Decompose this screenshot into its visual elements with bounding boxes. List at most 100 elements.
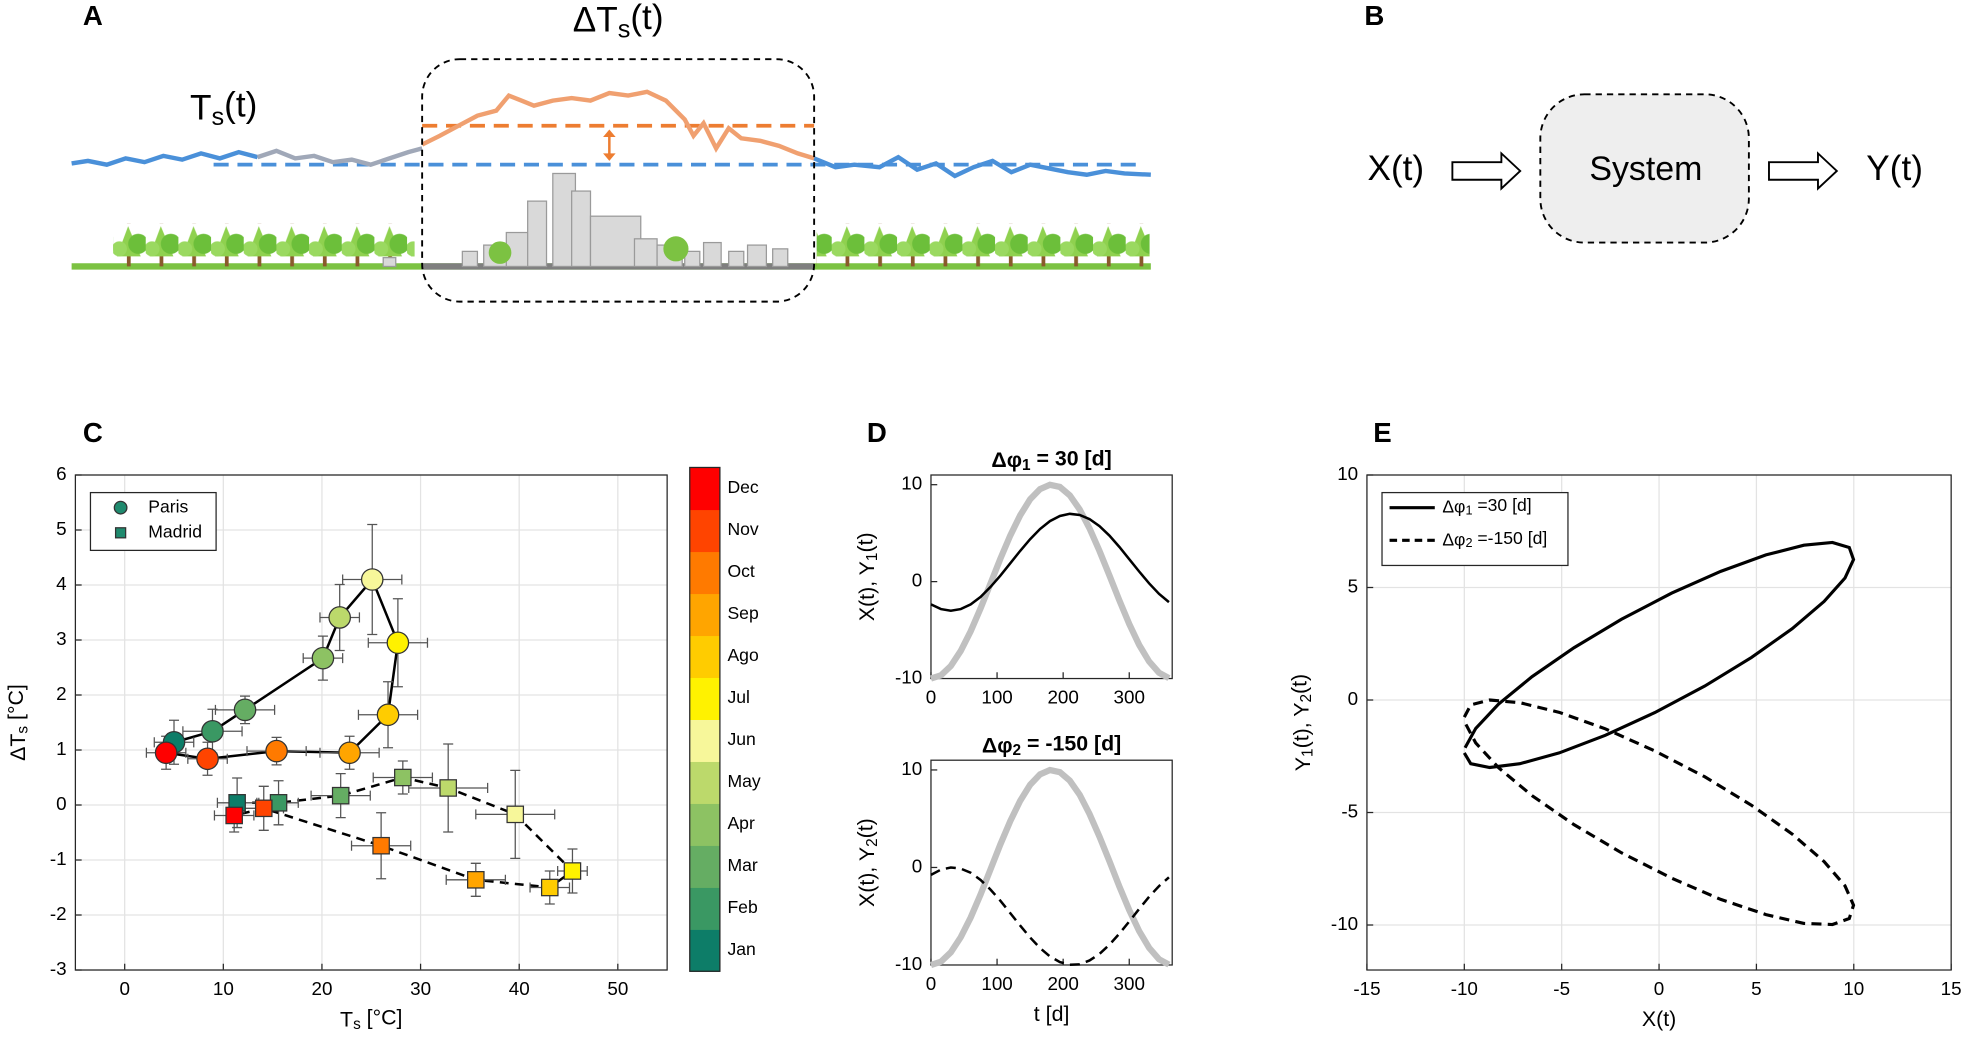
x-tick-label: -15 [1353,978,1380,999]
point [225,806,243,825]
tree [663,236,689,262]
x-tick-label: 0 [926,973,936,994]
y-tick-label: 10 [901,758,922,779]
plot-area [930,475,1173,679]
text-part: T [190,89,211,128]
text-part: Δφ [982,733,1013,757]
x-axis-label: t [d] [1034,1002,1070,1026]
y-axis-label: X(t), Y1(t) [853,532,881,621]
panel-label: B [1364,0,1384,31]
y-tick-label: 3 [56,628,66,649]
text-part: Δφ [1442,496,1465,516]
temperature-line [813,154,1151,179]
colorbar-label: Ago [727,645,759,665]
text-part: s [211,103,224,131]
legend-marker [113,500,128,515]
y-tick-label: -10 [895,667,922,688]
colorbar-swatch [689,467,720,511]
output-label: Y(t) [1866,149,1923,188]
text-part: 1 [1022,457,1031,474]
temperature-line [256,146,423,167]
x-tick-label: 100 [981,687,1012,708]
point [506,805,525,824]
colorbar-frame [689,466,721,972]
point [154,741,178,765]
x-tick-label: 20 [311,978,332,999]
colorbar-swatch [689,761,720,804]
trees [816,223,1150,267]
panel-label: C [83,417,103,448]
y-tick-label: 10 [901,473,922,494]
y-axis-label: Y1(t), Y2(t) [1287,674,1317,771]
panel-label: A [83,0,103,31]
colorbar-swatch [689,635,720,679]
text-part: Y [1291,757,1315,771]
axes-frame [930,759,1173,966]
legend-box [89,491,217,552]
x-tick-label: 30 [410,978,431,999]
x-tick-label: 10 [213,978,234,999]
colorbar-swatch [689,887,720,930]
y-tick-label: 10 [1337,463,1358,484]
delta-arrow [603,129,616,161]
text-part: 1 [864,553,881,562]
panel-label: D [867,417,887,448]
input-label: X(t) [1368,149,1425,188]
buildings [382,172,789,268]
text-part: (t) [853,818,877,838]
text-part: 2 [1465,536,1472,550]
panel-label: E [1373,417,1391,448]
urban-box [421,58,816,303]
legend-label: Δφ1 =30 [d] [1442,495,1531,518]
legend-label: Δφ2 =-150 [d] [1442,527,1547,550]
text-part: ΔT [5,734,29,761]
connector-line [233,776,575,889]
x-tick-label: 5 [1751,978,1761,999]
point [376,703,400,727]
text-part: (t) [630,0,663,37]
x-tick-label: 300 [1114,687,1145,708]
text-part: = -150 [d] [1021,731,1121,755]
data-line [1462,540,1856,770]
text-part: =30 [d] [1473,495,1532,515]
legend-label: Madrid [148,521,202,541]
y-tick-label: -2 [50,903,67,924]
data-line [930,481,1171,682]
point [563,862,582,880]
y-tick-label: 6 [56,463,66,484]
point [331,786,350,805]
x-tick-label: 0 [1654,978,1664,999]
text-part: Δφ [991,448,1022,472]
x-tick-label: 15 [1941,978,1962,999]
text-part: (t) [1287,674,1311,694]
x-tick-label: 100 [981,973,1012,994]
ts-label: Ts(t) [190,86,257,131]
y-tick-label: 5 [56,518,66,539]
text-part: 2 [1013,742,1022,759]
legend-label: Paris [148,496,188,516]
point [439,779,457,797]
x-tick-label: 0 [926,687,936,708]
text-part: T [340,1007,353,1031]
point [394,768,412,787]
point [328,606,352,629]
text-part: =-150 [d] [1473,527,1548,547]
y-axis-label: ΔTs [°C] [4,684,32,761]
data-line [930,866,1170,966]
colorbar-label: Nov [727,519,758,539]
chart-title: Δφ1 = 30 [d] [991,446,1111,474]
y-tick-label: -10 [895,953,922,974]
axes-frame [74,474,668,971]
axes-frame [930,474,1173,680]
point [269,794,288,812]
system-label: System [1589,150,1702,188]
colorbar-label: Jan [727,939,755,959]
y-tick-label: 1 [56,738,66,759]
colorbar-label: Jul [727,687,749,707]
point [360,568,384,591]
colorbar-label: Dec [727,477,758,497]
colorbar-swatch [689,719,720,762]
text-part: [°C] [4,684,28,726]
colorbar-label: Apr [727,813,755,833]
